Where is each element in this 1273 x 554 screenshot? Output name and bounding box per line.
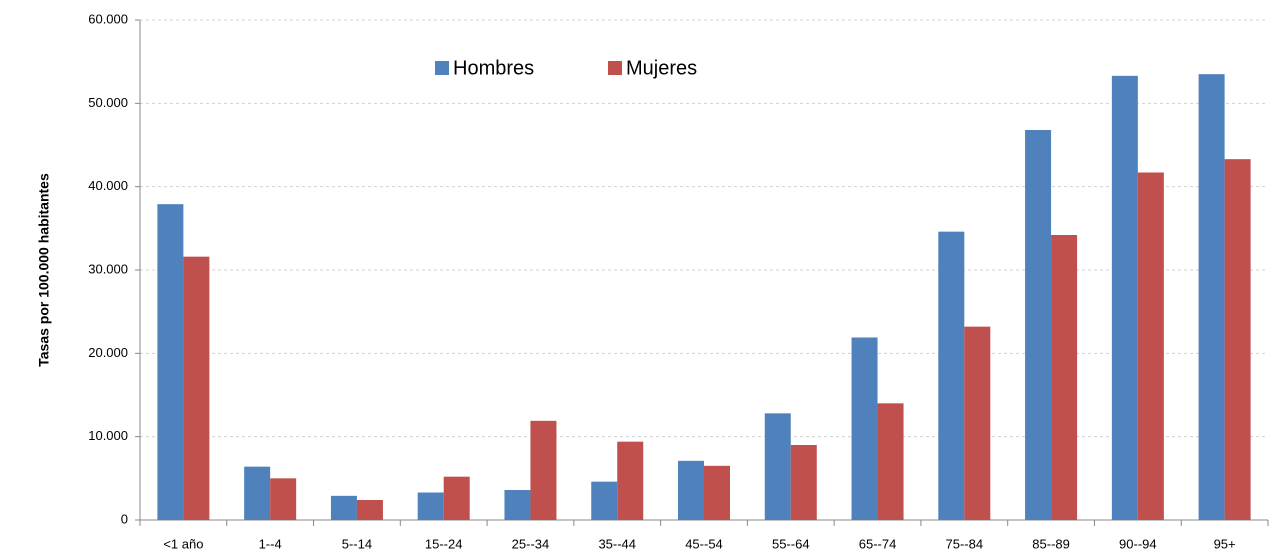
bar	[356, 500, 383, 520]
bar	[1025, 130, 1052, 520]
bar	[851, 337, 878, 520]
x-tick-label: 90--94	[1119, 536, 1157, 551]
legend-swatch	[435, 61, 449, 75]
y-tick-label: 20.000	[88, 345, 128, 360]
x-tick-label: 1--4	[259, 536, 282, 551]
x-tick-label: 55--64	[772, 536, 810, 551]
x-tick-label: 85--89	[1032, 536, 1070, 551]
bar	[790, 445, 817, 520]
bar	[1111, 75, 1138, 520]
x-tick-label: 75--84	[946, 536, 984, 551]
bar	[877, 403, 904, 520]
bar	[330, 495, 357, 520]
x-tick-label: 25--34	[512, 536, 550, 551]
legend-label: Mujeres	[626, 57, 697, 79]
x-tick-label: 45--54	[685, 536, 723, 551]
bar	[1198, 74, 1225, 521]
legend-label: Hombres	[453, 57, 534, 79]
y-tick-label: 30.000	[88, 261, 128, 276]
bar	[1224, 159, 1251, 520]
y-tick-label: 0	[121, 511, 128, 526]
bar	[1051, 235, 1078, 520]
bar	[183, 256, 210, 520]
y-tick-label: 60.000	[88, 11, 128, 26]
bar	[1137, 172, 1164, 520]
x-tick-label: <1 año	[163, 536, 203, 551]
bar	[443, 476, 470, 520]
x-tick-label: 35--44	[598, 536, 636, 551]
bar	[617, 441, 644, 520]
bar	[530, 420, 557, 520]
bar	[964, 326, 991, 520]
bar	[417, 492, 444, 520]
x-tick-label: 5--14	[342, 536, 372, 551]
bar	[764, 413, 791, 520]
legend-swatch	[608, 61, 622, 75]
y-tick-label: 10.000	[88, 428, 128, 443]
bar	[591, 481, 618, 520]
bar	[270, 478, 297, 520]
y-axis-title: Tasas por 100.000 habitantes	[36, 173, 52, 367]
x-tick-label: 95+	[1214, 536, 1236, 551]
x-tick-label: 65--74	[859, 536, 897, 551]
bar	[504, 490, 531, 520]
bar	[157, 204, 184, 520]
bar	[244, 466, 271, 520]
x-tick-label: 15--24	[425, 536, 463, 551]
bar	[704, 465, 730, 520]
bar	[678, 460, 704, 520]
y-tick-label: 40.000	[88, 178, 128, 193]
bar	[938, 231, 965, 520]
y-tick-label: 50.000	[88, 95, 128, 110]
